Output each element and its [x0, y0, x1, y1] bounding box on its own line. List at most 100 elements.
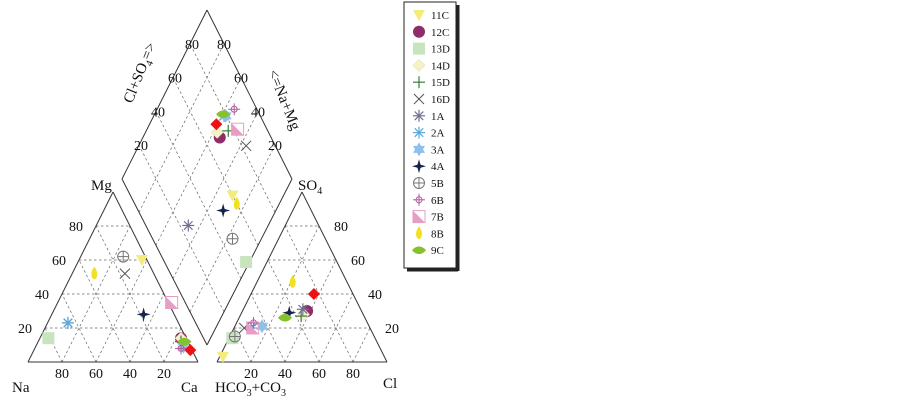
point-15D-anion [295, 310, 308, 323]
legend-label-9C: 9C [431, 245, 444, 257]
point-16D-cation [119, 268, 131, 279]
legend-marker-12C [413, 25, 425, 38]
tick-diamond-left: 20 [134, 139, 148, 154]
data-points [42, 103, 320, 363]
legend: 11C 12C 13D 14D 15D 16D 1A 2A 3A 4A 5B 6B 7B 8B 9C [403, 1, 460, 272]
legend-marker-1A [413, 109, 425, 122]
legend-marker-16D [413, 93, 425, 105]
legend-label-16D: 16D [431, 94, 450, 106]
diamond-grid-line [138, 43, 225, 213]
tick-anion-right: 60 [351, 254, 365, 269]
point-8B-cation [91, 266, 98, 280]
diamond-grid-line [189, 145, 276, 312]
tick-diamond-right: 20 [268, 139, 282, 154]
anion-triangle-grid-line [352, 327, 371, 363]
point-9C-diamond [216, 110, 231, 119]
anion-cl-label: Cl [383, 376, 397, 392]
point-8B-diamond [233, 196, 240, 210]
point-7B-diamond [231, 122, 245, 136]
legend-label-13D: 13D [431, 44, 450, 56]
cation-triangle-grid-line [61, 225, 131, 363]
tick-cation-left: 20 [18, 322, 32, 337]
point-unlabeled-anion [307, 288, 320, 300]
tick-cation-bottom: 60 [89, 367, 103, 382]
tick-diamond-right: 80 [217, 38, 231, 53]
cation-ca-label: Ca [181, 380, 198, 396]
point-7B-anion [246, 321, 260, 335]
legend-label-7B: 7B [431, 212, 444, 224]
point-5B-anion [228, 330, 241, 343]
tick-anion-right: 40 [368, 288, 382, 303]
point-14D-diamond [210, 126, 224, 139]
grid-layer [44, 43, 371, 363]
point-6B-anion [247, 316, 260, 329]
point-11C-diamond [226, 190, 239, 202]
tick-anion-bottom: 40 [278, 367, 292, 382]
diamond-cl-so4-label: Cl+SO4=> [121, 40, 162, 106]
legend-marker-3A [413, 142, 425, 157]
tick-cation-bottom: 80 [55, 367, 69, 382]
tick-cation-left: 40 [35, 288, 49, 303]
tick-cation-left: 60 [52, 254, 66, 269]
tick-layer: 80 80 20 80 80 80 60 60 40 60 60 60 40 40 60 40 40 40 20 20… [18, 38, 399, 382]
anion-triangle-grid-line [250, 225, 320, 363]
point-13D-cation [42, 332, 55, 345]
point-7B-cation [165, 296, 179, 309]
point-11C-cation [135, 255, 148, 266]
legend-label-2A: 2A [431, 128, 445, 140]
outline-layer [27, 9, 388, 363]
legend-label-14D: 14D [431, 60, 450, 72]
legend-label-3A: 3A [431, 144, 445, 156]
legend-marker-6B [413, 193, 425, 206]
anion-so4-label: SO4 [298, 178, 322, 197]
legend-label-1A: 1A [431, 111, 445, 123]
legend-items: 11C 12C 13D 14D 15D 16D 1A 2A 3A 4A 5B 6B 7B 8B 9C [412, 10, 450, 257]
point-9C-anion [278, 314, 292, 322]
point-4A-anion [282, 305, 297, 320]
point-13D-diamond [240, 256, 253, 268]
point-4A-cation [136, 307, 151, 322]
point-4A-diamond [216, 203, 231, 218]
legend-marker-5B [413, 177, 425, 189]
legend-label-15D: 15D [431, 77, 450, 89]
legend-label-5B: 5B [431, 178, 444, 190]
point-8B-anion [289, 275, 296, 289]
diamond-grid-line [172, 111, 259, 279]
cation-mg-label: Mg [91, 178, 112, 194]
point-unlabeled-cation [184, 344, 197, 357]
legend-label-12C: 12C [431, 27, 449, 39]
cation-triangle-grid-line [95, 259, 148, 363]
cation-triangle-grid-line [78, 259, 131, 363]
anion-triangle-grid-line [267, 259, 320, 363]
cation-triangle-grid-line [95, 225, 165, 363]
legend-label-11C: 11C [431, 10, 449, 22]
tick-cation-bottom: 20 [157, 367, 171, 382]
legend-marker-11C [413, 10, 425, 21]
legend-marker-8B [416, 226, 422, 240]
point-5B-diamond [226, 232, 239, 245]
anion-triangle-edge [301, 191, 388, 363]
legend-label-8B: 8B [431, 228, 444, 240]
diamond-na-mg-label: <=Na+Mg [264, 68, 303, 134]
point-13D-anion [226, 332, 239, 345]
diamond-edge [121, 178, 208, 346]
point-1A-diamond [182, 219, 195, 232]
tick-anion-bottom: 20 [244, 367, 258, 382]
tick-anion-bottom: 80 [346, 367, 360, 382]
point-6B-diamond [228, 103, 241, 116]
diamond-edge [206, 9, 293, 180]
diamond-edge [121, 9, 208, 180]
diamond-grid-line [172, 77, 259, 246]
legend-marker-9C [412, 246, 426, 254]
legend-marker-15D [413, 76, 425, 89]
tick-anion-right: 80 [334, 220, 348, 235]
legend-label-4A: 4A [431, 161, 445, 173]
point-1A-anion [296, 303, 309, 316]
cation-na-label: Na [12, 380, 30, 396]
legend-marker-4A [412, 159, 426, 174]
legend-marker-7B [412, 210, 426, 224]
tick-diamond-left: 80 [185, 38, 199, 53]
tick-diamond-left: 40 [151, 105, 165, 120]
point-11C-anion [216, 351, 229, 363]
